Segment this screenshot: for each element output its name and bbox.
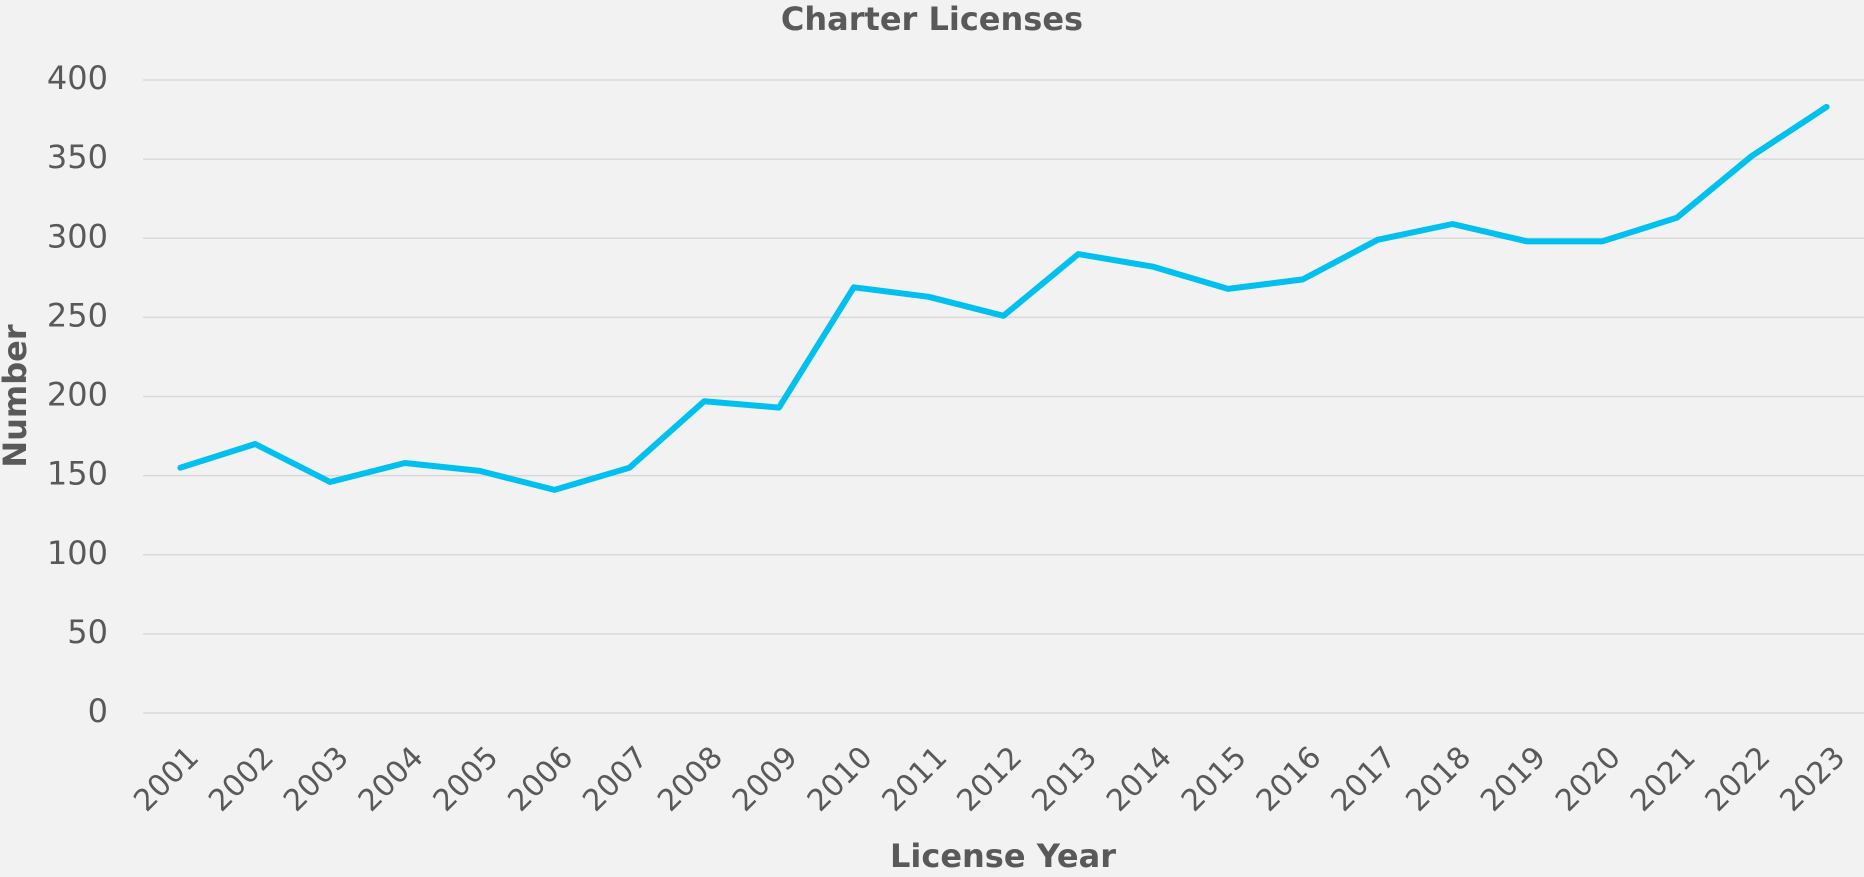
x-tick-label: 2023 xyxy=(1774,740,1853,819)
x-tick-label: 2009 xyxy=(726,740,805,819)
x-tick-label: 2022 xyxy=(1699,740,1778,819)
x-tick-label: 2021 xyxy=(1624,740,1703,819)
x-tick-label: 2001 xyxy=(127,740,206,819)
y-tick-label: 300 xyxy=(47,217,108,255)
x-tick-label: 2003 xyxy=(277,740,356,819)
x-tick-label: 2015 xyxy=(1175,740,1254,819)
x-tick-label: 2019 xyxy=(1474,740,1553,819)
y-tick-label: 400 xyxy=(47,59,108,97)
y-tick-label: 350 xyxy=(47,138,108,176)
x-axis-label: License Year xyxy=(890,837,1116,875)
x-tick-label: 2013 xyxy=(1025,740,1104,819)
x-tick-label: 2006 xyxy=(501,740,580,819)
x-tick-label: 2016 xyxy=(1250,740,1329,819)
x-tick-label: 2011 xyxy=(876,740,955,819)
y-tick-label: 50 xyxy=(67,613,108,651)
y-tick-label: 0 xyxy=(88,692,108,730)
y-tick-label: 150 xyxy=(47,455,108,493)
x-tick-label: 2002 xyxy=(202,740,281,819)
x-tick-label: 2014 xyxy=(1100,740,1179,819)
y-tick-label: 200 xyxy=(47,376,108,414)
x-tick-label: 2005 xyxy=(427,740,506,819)
data-line xyxy=(177,103,1830,493)
y-tick-label: 250 xyxy=(47,296,108,334)
x-tick-label: 2018 xyxy=(1399,740,1478,819)
x-tick-label: 2010 xyxy=(801,740,880,819)
x-tick-label: 2017 xyxy=(1325,740,1404,819)
y-axis-label: Number xyxy=(0,324,34,468)
x-tick-label: 2012 xyxy=(950,740,1029,819)
x-tick-label: 2020 xyxy=(1549,740,1628,819)
x-tick-label: 2007 xyxy=(576,740,655,819)
x-tick-label: 2004 xyxy=(352,740,431,819)
x-tick-label: 2008 xyxy=(651,740,730,819)
y-tick-label: 100 xyxy=(47,534,108,572)
chart-title: Charter Licenses xyxy=(781,0,1083,38)
